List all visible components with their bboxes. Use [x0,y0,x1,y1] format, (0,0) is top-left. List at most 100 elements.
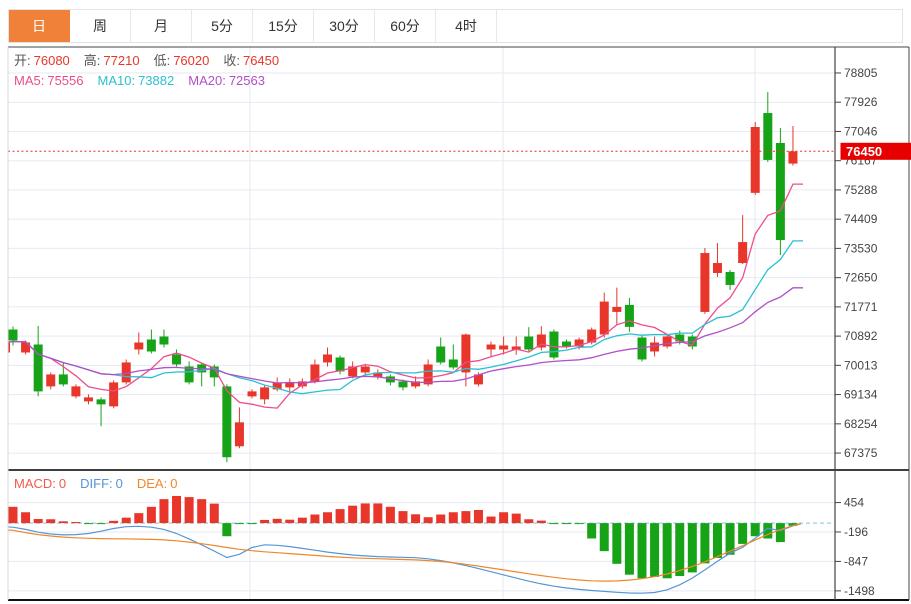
macd-bar [662,523,672,579]
tab-day[interactable]: 日 [9,10,70,42]
tab-5min[interactable]: 5分 [192,10,253,42]
macd-bar [536,520,546,524]
price-axis-label: 67375 [844,446,878,460]
timeframe-tabs: 日周月 5分 15分 30分 60分 4时 [8,9,903,43]
macd-bar [574,523,584,525]
macd-axis-label: 454 [844,496,864,510]
info-ohlc: 开: 76080 高: 77210 低: 76020 收: 76450 [14,53,279,68]
macd-bar [222,523,232,537]
candle-body [675,334,685,342]
macd-info: MACD: 0 DIFF: 0 DEA: 0 [14,476,177,491]
candle-body [33,344,43,392]
macd-bar [373,503,383,524]
macd-bar [587,523,597,539]
candle-body [8,329,18,341]
macd-bar [562,523,572,525]
candle-body [58,374,68,385]
macd-bar [247,523,257,525]
macd-bar [297,517,307,524]
price-axis-label: 69134 [844,388,878,402]
candle-body [209,366,219,378]
macd-bar [159,499,169,524]
candle-body [423,364,433,385]
candle-body [360,366,370,373]
macd-bar [499,512,509,524]
macd-bar [234,523,244,525]
tab-30min[interactable]: 30分 [314,10,375,42]
current-price-tag-text: 76450 [846,144,882,159]
candle-body [511,346,521,350]
macd-bar [360,503,370,524]
candle-body [71,386,81,397]
price-axis-label: 77926 [844,95,878,109]
macd-bar [461,511,471,524]
price-axis-label: 72650 [844,271,878,285]
macd-bar [83,523,93,525]
price-axis-label: 71771 [844,300,878,314]
macd-bar [511,513,521,524]
tab-60min[interactable]: 60分 [375,10,436,42]
candle-body [461,334,471,373]
macd-bar [197,499,207,524]
macd-bar [134,513,144,524]
macd-bar [96,523,106,525]
tab-4hour[interactable]: 4时 [436,10,497,42]
candle-body [310,364,320,382]
price-axis-label: 70892 [844,329,878,343]
candle-body [473,374,483,385]
candle-body [750,127,760,193]
macd-bar [725,523,735,555]
candle-body [612,306,622,312]
macd-bar [687,523,697,573]
macd-bar [700,523,710,564]
macd-bar [423,517,433,524]
candle-body [650,342,660,352]
candle-body [184,366,194,383]
ma20-line [8,287,803,384]
macd-bar [348,505,358,524]
macd-bar [46,519,56,524]
candle-body [763,113,773,160]
candle-body [272,382,282,390]
candle-body [536,334,546,348]
candle-body [486,344,496,350]
macd-bar [637,523,647,579]
candle-body [712,263,722,273]
candle-body [96,399,106,405]
macd-bar [763,523,773,539]
macd-bar [209,503,219,524]
price-axis-label: 74409 [844,212,878,226]
candle-body [134,342,144,350]
candle-body [83,397,93,402]
macd-bar [146,506,156,524]
diff-line [8,523,802,594]
macd-bar [121,517,131,524]
macd-bar [486,516,496,524]
tab-week[interactable]: 周 [70,10,131,42]
candle-body [348,366,358,377]
candle-body [8,342,10,353]
macd-bar [473,509,483,524]
macd-bar [624,523,634,575]
candle-body [599,301,609,335]
candle-body [159,336,169,345]
macd-bar [650,523,660,577]
macd-bar [33,519,43,524]
tab-15min[interactable]: 15分 [253,10,314,42]
macd-axis-label: -847 [844,554,868,568]
candle-body [738,242,748,264]
candle-body [448,359,458,368]
macd-bar [549,523,559,525]
price-axis-label: 68254 [844,417,878,431]
candle-body [172,354,182,365]
tab-month[interactable]: 月 [131,10,192,42]
macd-bar [285,519,295,524]
current-price-tag: 76450 [840,142,911,160]
candle-body [662,336,672,347]
ma5-line [8,183,803,409]
macd-bar [21,512,31,524]
macd-bar [524,519,534,524]
candle-body [775,142,785,241]
